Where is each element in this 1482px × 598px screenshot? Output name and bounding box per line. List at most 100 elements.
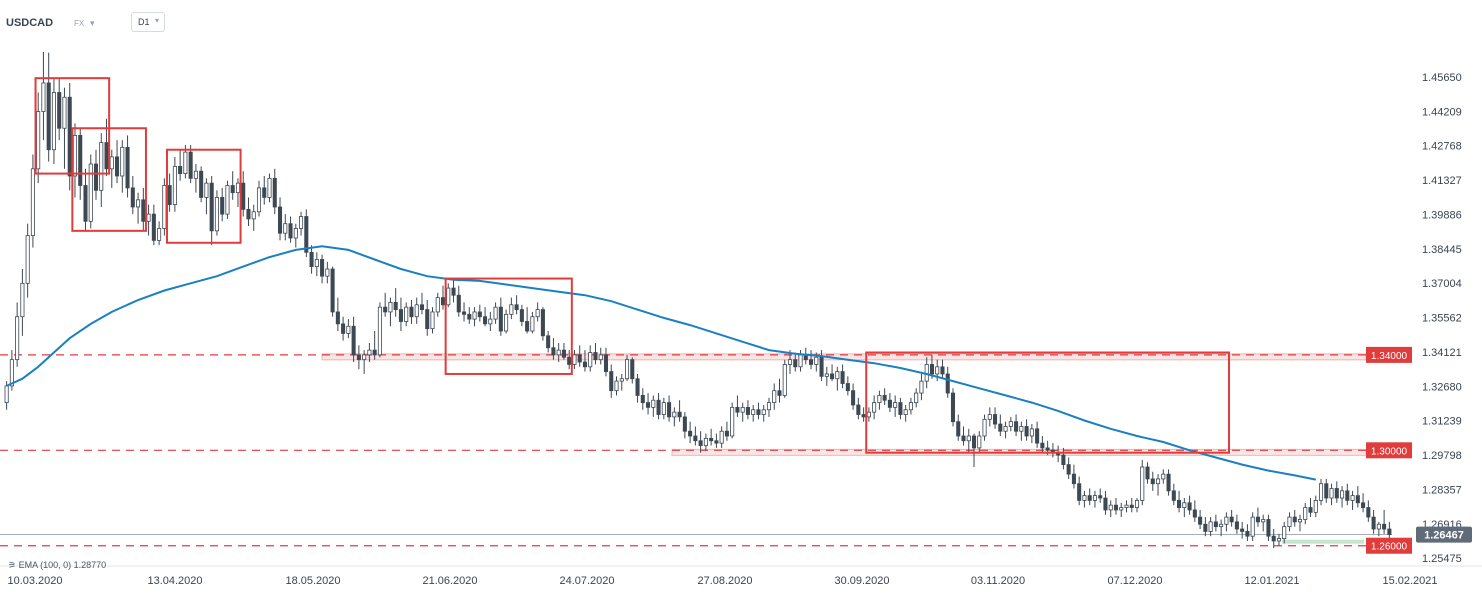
- candle-body: [346, 325, 351, 334]
- candle-body: [1387, 528, 1392, 535]
- candle-body: [525, 321, 530, 332]
- candle-body: [861, 414, 866, 418]
- candle-body: [467, 313, 472, 320]
- candle-body: [488, 318, 493, 325]
- x-tick-label: 07.12.2020: [1107, 575, 1162, 587]
- candle-body: [793, 359, 798, 368]
- candle-body: [640, 395, 645, 403]
- symbol-label[interactable]: USDCAD: [6, 17, 54, 29]
- current-price-tag: [1416, 526, 1472, 543]
- candle-body: [588, 352, 593, 368]
- chevron-down-icon: ▾: [154, 16, 159, 25]
- price-axis[interactable]: 1.45650 1.44209 1.42768 1.41327 1.39886 1.384…: [1422, 72, 1462, 565]
- candle-body: [751, 409, 756, 415]
- candle-body: [1366, 507, 1371, 518]
- candle-body: [1113, 504, 1119, 511]
- candle-body: [1045, 447, 1050, 451]
- x-tick-label: 10.03.2020: [7, 575, 62, 587]
- candle-body: [961, 435, 966, 442]
- x-tick-label: 03.11.2020: [971, 575, 1025, 587]
- candle-body: [509, 304, 514, 315]
- zone-1-26000: [1282, 539, 1364, 544]
- y-tick-label: 1.37004: [1422, 278, 1462, 290]
- candle-body: [1313, 499, 1318, 513]
- candle-body: [761, 409, 766, 415]
- candle-body: [603, 354, 609, 372]
- annotation-boxes: [34, 77, 1231, 454]
- symbol-dropdown-icon[interactable]: ▾: [90, 18, 95, 28]
- candle-body: [62, 96, 67, 129]
- candle-body: [735, 406, 740, 413]
- candle-body: [193, 170, 198, 179]
- candle-body: [204, 182, 209, 198]
- candle-body: [293, 228, 298, 239]
- candle-body: [845, 383, 850, 392]
- candle-body: [798, 354, 803, 368]
- candle-body: [456, 294, 461, 313]
- candle-body: [651, 399, 656, 408]
- candle-body: [882, 395, 887, 401]
- candle-body: [136, 199, 141, 208]
- candle-body: [703, 437, 708, 446]
- candle-body: [72, 135, 78, 177]
- x-tick-label: 24.07.2020: [559, 575, 614, 587]
- market-label: FX: [74, 19, 85, 28]
- candle-body: [1124, 504, 1129, 508]
- candle-body: [230, 185, 235, 194]
- timeframe-select[interactable]: D1 ▾: [131, 12, 165, 32]
- time-axis[interactable]: 10.03.2020 13.04.2020 18.05.2020 21.06.2020…: [0, 565, 1482, 587]
- candle-body: [1324, 483, 1329, 499]
- candle-body: [1019, 426, 1024, 432]
- level-price-label: 1.30000: [1371, 446, 1408, 457]
- candle-body: [167, 185, 172, 205]
- candle-body: [1061, 454, 1066, 466]
- candle-body: [782, 364, 787, 396]
- candle-body: [1245, 531, 1250, 537]
- y-tick-label: 1.44209: [1422, 106, 1462, 118]
- candle-body: [1250, 516, 1255, 537]
- candle-body: [630, 359, 635, 380]
- candle-body: [1014, 421, 1019, 432]
- ema-legend: ⚞ EMA (100, 0) 1.28770: [8, 560, 106, 571]
- candle-body: [950, 392, 956, 423]
- candle-body: [372, 349, 377, 356]
- candle-body: [1035, 428, 1040, 444]
- candle-body: [1282, 526, 1287, 539]
- candle-body: [819, 356, 824, 377]
- candle-body: [383, 306, 388, 313]
- candle-body: [745, 406, 750, 415]
- candle-body: [887, 399, 892, 408]
- candle-body: [409, 306, 414, 318]
- candle-body: [824, 373, 829, 377]
- candle-body: [719, 430, 724, 444]
- candle-body: [724, 430, 729, 437]
- candle-body: [220, 197, 225, 215]
- candle-body: [777, 390, 782, 396]
- candle-body: [1318, 483, 1324, 501]
- candle-body: [987, 414, 992, 420]
- candles: [4, 51, 1392, 549]
- candle-body: [572, 354, 577, 365]
- candle-body: [1308, 507, 1313, 513]
- candle-body: [1329, 488, 1334, 499]
- candle-body: [677, 411, 682, 418]
- candle-body: [814, 356, 819, 365]
- candle-body: [1229, 516, 1234, 523]
- candle-body: [851, 390, 856, 406]
- candle-body: [1192, 509, 1197, 518]
- candle-body: [1234, 521, 1239, 530]
- candle-body: [551, 347, 556, 356]
- candle-body: [1119, 507, 1124, 511]
- candle-body: [320, 259, 325, 277]
- candle-body: [125, 146, 130, 189]
- candle-body: [367, 349, 372, 356]
- candle-body: [688, 430, 693, 437]
- candle-body: [25, 235, 30, 284]
- candle-body: [335, 311, 340, 325]
- level-price-label: 1.26000: [1371, 542, 1408, 553]
- candle-body: [672, 411, 677, 418]
- candle-body: [556, 349, 561, 356]
- candle-body: [1092, 495, 1097, 501]
- candle-body: [1008, 421, 1013, 427]
